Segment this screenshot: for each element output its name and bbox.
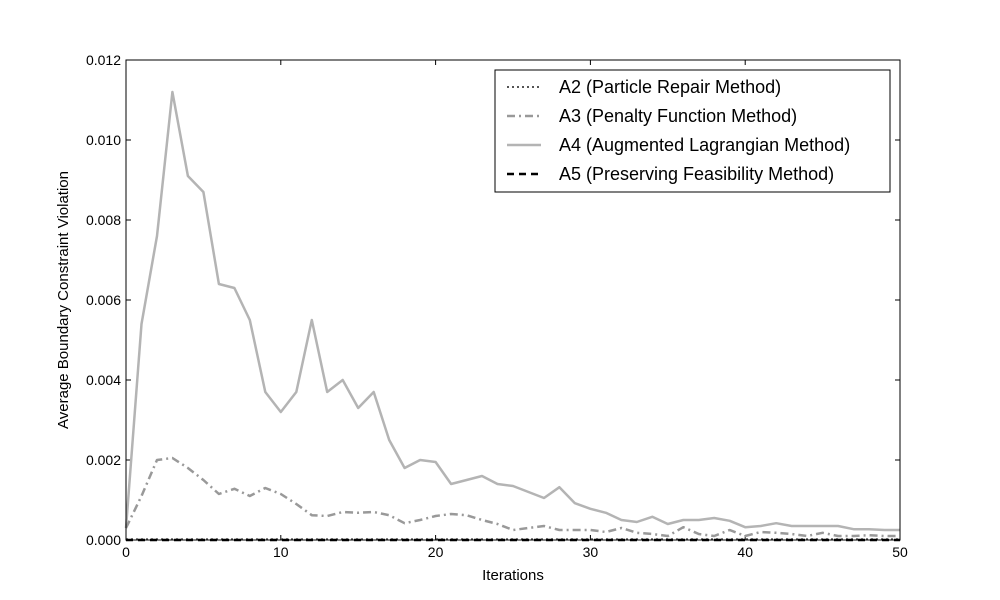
y-axis-ticks: 0.000 0.002 0.004 0.006 0.008 0.010 0.012: [86, 52, 900, 548]
legend-label: A5 (Preserving Feasibility Method): [559, 164, 834, 184]
x-tick-label: 30: [583, 544, 599, 560]
plot-frame: [125, 59, 901, 541]
legend-label: A2 (Particle Repair Method): [559, 77, 781, 97]
x-tick-label: 20: [428, 544, 444, 560]
y-axis-title: Average Boundary Constraint Violation: [55, 171, 72, 429]
x-axis-ticks: 0 10 20 30 40 50: [122, 60, 908, 560]
x-tick-label: 0: [122, 544, 130, 560]
y-tick-label: 0.008: [86, 212, 121, 228]
y-tick-label: 0.012: [86, 52, 121, 68]
x-axis-title: Iterations: [482, 567, 544, 584]
legend-label: A3 (Penalty Function Method): [559, 106, 797, 126]
legend-label: A4 (Augmented Lagrangian Method): [559, 135, 850, 155]
y-tick-label: 0.004: [86, 372, 121, 388]
x-tick-label: 10: [273, 544, 289, 560]
legend: A2 (Particle Repair Method) A3 (Penalty F…: [494, 69, 891, 193]
y-tick-label: 0.002: [86, 452, 121, 468]
legend-box: [494, 69, 891, 193]
y-tick-label: 0.006: [86, 292, 121, 308]
y-tick-label: 0.000: [86, 532, 121, 548]
y-tick-label: 0.010: [86, 132, 121, 148]
series-line-a4: [124, 90, 900, 532]
x-tick-label: 50: [892, 544, 908, 560]
x-tick-label: 40: [737, 544, 753, 560]
